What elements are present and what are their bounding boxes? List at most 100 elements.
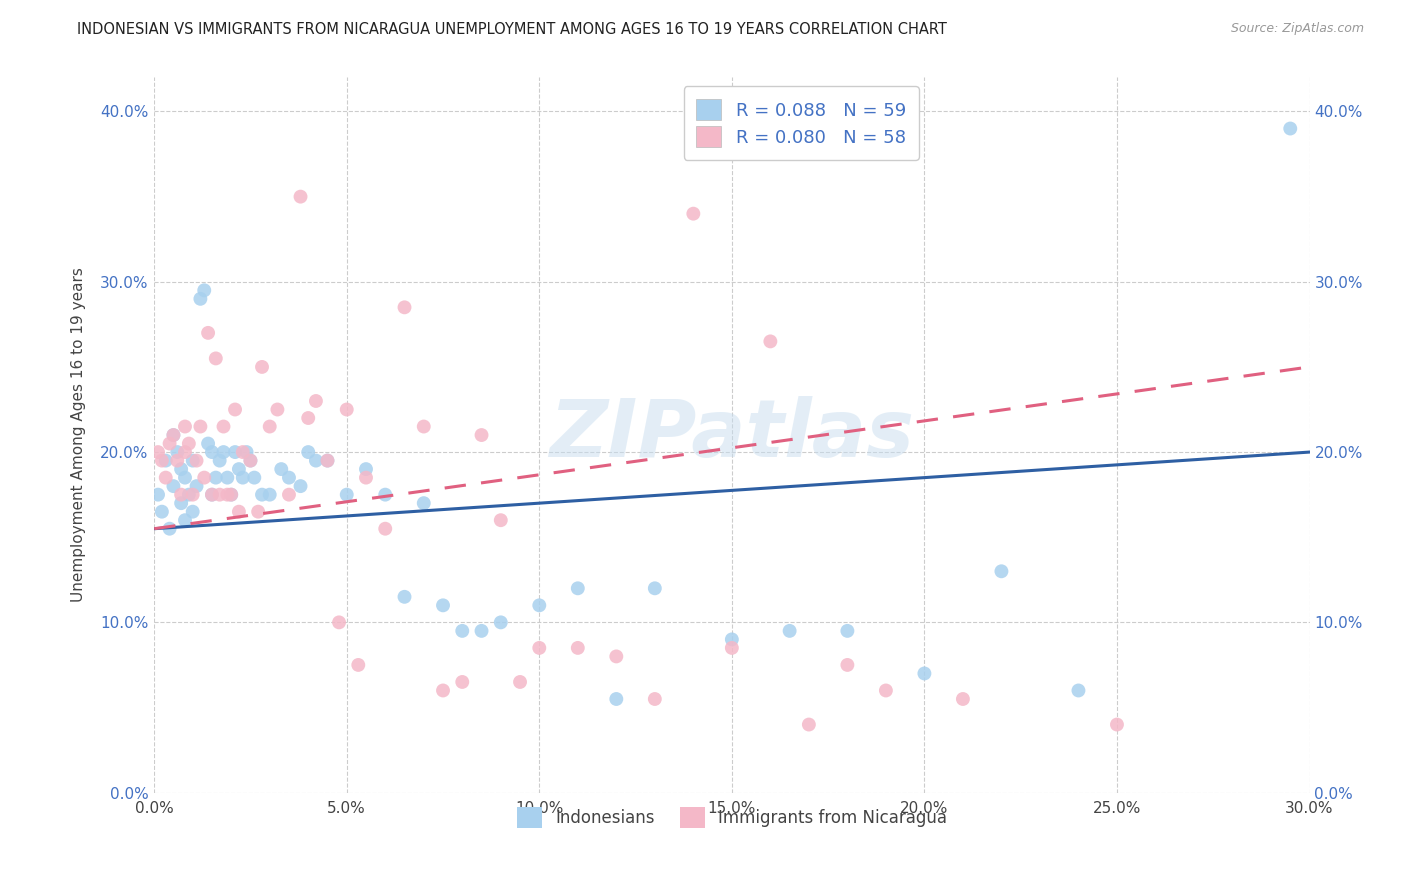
Point [204,351,226,366]
Point [336,402,359,417]
Point [644,582,666,596]
Legend: Indonesians, Immigrants from Nicaragua: Indonesians, Immigrants from Nicaragua [510,801,953,834]
Point [174,445,197,459]
Point [509,675,531,690]
Point [201,488,224,502]
Point [837,624,859,638]
Point [316,453,339,467]
Text: Source: ZipAtlas.com: Source: ZipAtlas.com [1230,22,1364,36]
Point [270,462,292,476]
Point [470,624,492,638]
Point [193,470,215,484]
Point [374,522,396,536]
Point [250,359,273,374]
Point [235,445,257,459]
Point [451,675,474,690]
Point [166,453,188,467]
Point [250,488,273,502]
Point [186,453,208,467]
Point [432,683,454,698]
Point [278,488,301,502]
Point [990,564,1012,578]
Point [412,419,434,434]
Point [470,428,492,442]
Point [721,640,744,655]
Point [259,488,281,502]
Point [197,436,219,450]
Point [239,453,262,467]
Point [1105,717,1128,731]
Point [529,640,551,655]
Point [779,624,801,638]
Point [605,692,627,706]
Point [162,479,184,493]
Point [797,717,820,731]
Point [159,436,181,450]
Point [297,445,319,459]
Point [682,207,704,221]
Point [146,488,169,502]
Point [181,505,204,519]
Point [266,402,288,417]
Point [212,445,235,459]
Point [952,692,974,706]
Point [354,462,377,476]
Point [912,666,935,681]
Point [197,326,219,340]
Point [159,522,181,536]
Text: INDONESIAN VS IMMIGRANTS FROM NICARAGUA UNEMPLOYMENT AMONG AGES 16 TO 19 YEARS C: INDONESIAN VS IMMIGRANTS FROM NICARAGUA … [77,22,948,37]
Point [243,470,266,484]
Point [1067,683,1090,698]
Point [181,453,204,467]
Point [224,445,246,459]
Point [174,419,197,434]
Point [354,470,377,484]
Point [219,488,242,502]
Point [155,453,177,467]
Point [605,649,627,664]
Point [1279,121,1302,136]
Point [290,479,312,493]
Point [212,419,235,434]
Point [259,419,281,434]
Point [232,470,254,484]
Point [278,470,301,484]
Point [489,615,512,630]
Point [228,505,250,519]
Point [217,470,239,484]
Point [228,462,250,476]
Point [875,683,897,698]
Point [347,657,370,672]
Point [305,394,328,409]
Point [432,599,454,613]
Point [247,505,270,519]
Point [305,453,328,467]
Y-axis label: Unemployment Among Ages 16 to 19 years: Unemployment Among Ages 16 to 19 years [72,268,86,602]
Point [170,496,193,510]
Point [166,445,188,459]
Point [219,488,242,502]
Point [290,189,312,203]
Point [239,453,262,467]
Point [150,453,173,467]
Point [174,470,197,484]
Point [328,615,350,630]
Point [567,640,589,655]
Point [186,479,208,493]
Point [489,513,512,527]
Point [374,488,396,502]
Point [721,632,744,647]
Point [170,488,193,502]
Point [336,488,359,502]
Point [529,599,551,613]
Point [181,488,204,502]
Point [644,692,666,706]
Point [208,453,231,467]
Point [232,445,254,459]
Point [201,445,224,459]
Point [170,462,193,476]
Point [155,470,177,484]
Point [190,419,212,434]
Point [193,283,215,297]
Point [837,657,859,672]
